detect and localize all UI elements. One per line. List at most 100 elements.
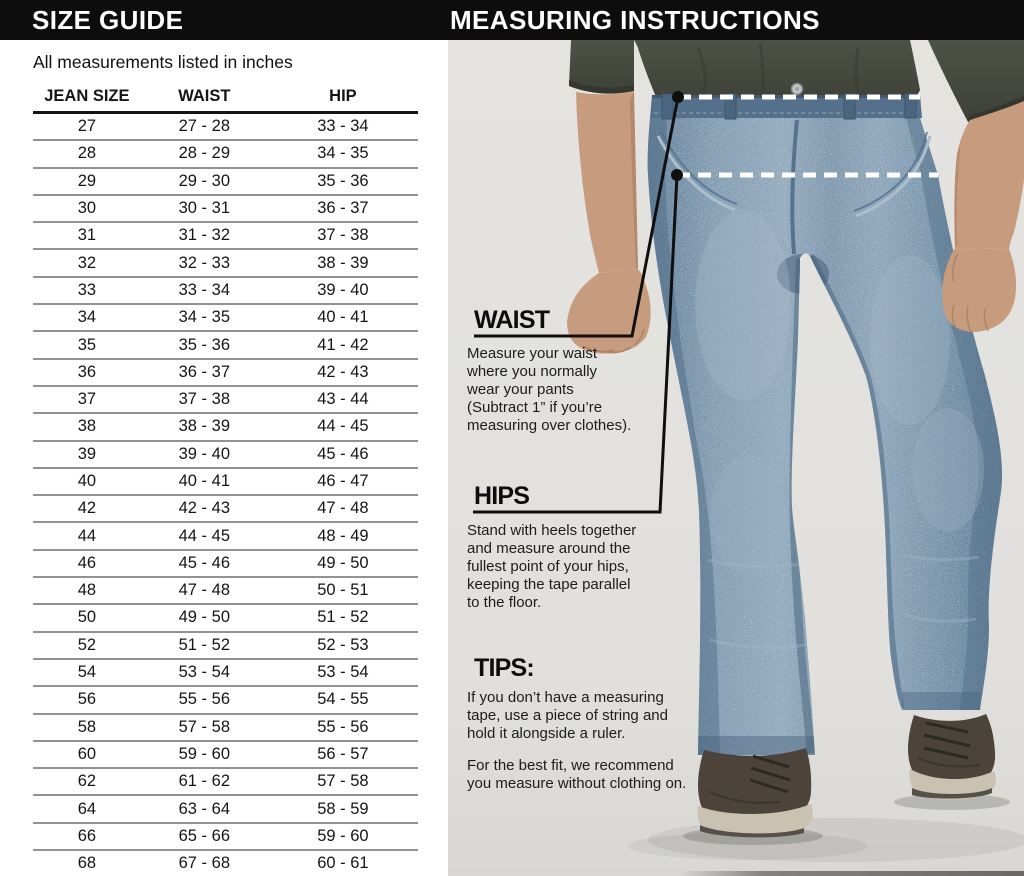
size-guide-title: SIZE GUIDE xyxy=(32,5,184,35)
table-row: 58 57 - 58 55 - 56 xyxy=(33,713,418,742)
table-cell: 27 - 28 xyxy=(140,112,268,142)
table-cell: 62 xyxy=(33,768,141,797)
table-cell: 57 - 58 xyxy=(267,768,418,797)
table-cell: 40 - 41 xyxy=(140,467,268,497)
table-cell: 40 - 41 xyxy=(267,304,418,333)
table-cell: 37 xyxy=(33,385,141,415)
table-cell: 47 - 48 xyxy=(140,577,268,606)
table-row: 64 63 - 64 58 - 59 xyxy=(33,795,418,824)
table-row: 54 53 - 54 53 - 54 xyxy=(33,658,418,688)
table-cell: 57 - 58 xyxy=(140,713,268,742)
size-chart-panel: All measurements listed in inches JEAN S… xyxy=(0,40,448,876)
table-cell: 31 xyxy=(33,222,141,251)
table-row: 29 29 - 30 35 - 36 xyxy=(33,167,418,196)
table-cell: 35 xyxy=(33,331,141,360)
table-row: 37 37 - 38 43 - 44 xyxy=(33,385,418,415)
table-row: 27 27 - 28 33 - 34 xyxy=(33,112,418,142)
table-cell: 47 - 48 xyxy=(267,495,418,524)
table-cell: 51 - 52 xyxy=(140,631,268,660)
table-cell: 55 - 56 xyxy=(140,686,268,715)
table-cell: 46 - 47 xyxy=(267,467,418,497)
table-cell: 39 - 40 xyxy=(140,440,268,469)
table-cell: 58 xyxy=(33,713,141,742)
size-table-body: 27 27 - 28 33 - 34 28 28 - 29 34 - 35 29 29 - 3… xyxy=(33,112,418,876)
table-cell: 56 xyxy=(33,686,141,715)
table-cell: 35 - 36 xyxy=(140,331,268,360)
table-row: 66 65 - 66 59 - 60 xyxy=(33,822,418,852)
table-cell: 68 xyxy=(77,854,97,873)
right-boot-shadow xyxy=(894,794,1010,810)
table-cell: 39 - 40 xyxy=(267,276,418,306)
table-row: 60 59 - 60 56 - 57 xyxy=(33,740,418,770)
table-cell: 33 - 34 xyxy=(140,276,268,306)
table-cell: 44 - 45 xyxy=(267,413,418,442)
measurements-note: All measurements listed in inches xyxy=(33,52,293,72)
table-row: 50 49 - 50 51 - 52 xyxy=(33,604,418,633)
table-cell: 51 - 52 xyxy=(267,604,418,633)
table-cell: 60 - 61 xyxy=(317,854,369,873)
size-table-header: JEAN SIZE WAIST HIP xyxy=(33,84,418,114)
hip-marker-dot xyxy=(671,169,683,181)
belt-loops xyxy=(661,93,917,120)
right-boot xyxy=(908,714,996,800)
table-cell: 44 xyxy=(33,522,141,551)
table-cell: 32 xyxy=(33,249,141,278)
table-cell: 63 - 64 xyxy=(140,795,268,824)
table-cell: 38 - 39 xyxy=(267,249,418,278)
table-cell: 60 xyxy=(33,740,141,770)
table-cell: 34 - 35 xyxy=(140,304,268,333)
table-cell: 54 - 55 xyxy=(267,686,418,715)
table-row: 52 51 - 52 52 - 53 xyxy=(33,631,418,660)
table-cell: 34 xyxy=(33,304,141,333)
right-pocket xyxy=(855,135,932,218)
table-row: 62 61 - 62 57 - 58 xyxy=(33,768,418,797)
table-cell: 38 - 39 xyxy=(140,413,268,442)
table-cell: 30 xyxy=(33,194,141,224)
tips-paragraph-1: If you don’t have a measuring tape, use … xyxy=(467,689,668,742)
floor-edge-strip xyxy=(678,871,1024,876)
table-cell: 29 - 30 xyxy=(140,167,268,196)
table-row: 40 40 - 41 46 - 47 xyxy=(33,467,418,497)
left-hand xyxy=(567,269,651,354)
table-row: 46 45 - 46 49 - 50 xyxy=(33,549,418,579)
table-row: 38 38 - 39 44 - 45 xyxy=(33,413,418,442)
table-cell: 31 - 32 xyxy=(140,222,268,251)
table-row: 35 35 - 36 41 - 42 xyxy=(33,331,418,360)
table-cell: 36 - 37 xyxy=(140,358,268,387)
hips-section-text: Stand with heels together and measure ar… xyxy=(467,522,637,611)
table-cell: 67 - 68 xyxy=(178,854,230,873)
table-cell: 42 - 43 xyxy=(140,495,268,524)
table-cell: 48 xyxy=(33,577,141,606)
table-cell: 43 - 44 xyxy=(267,385,418,415)
table-cell: 30 - 31 xyxy=(140,194,268,224)
measuring-instructions-title: MEASURING INSTRUCTIONS xyxy=(450,5,820,35)
table-cell: 40 xyxy=(33,467,141,497)
table-row: 39 39 - 40 45 - 46 xyxy=(33,440,418,469)
table-cell: 54 xyxy=(33,658,141,688)
hips-section-heading: HIPS xyxy=(474,482,530,510)
right-arm xyxy=(954,101,1024,249)
table-cell: 46 xyxy=(33,549,141,579)
table-cell: 36 xyxy=(33,358,141,387)
column-header-jean-size: JEAN SIZE xyxy=(33,84,141,114)
waist-callout-line xyxy=(474,96,680,338)
column-header-waist: WAIST xyxy=(140,84,268,114)
table-cell: 42 xyxy=(33,495,141,524)
table-cell: 39 xyxy=(33,440,141,469)
table-cell: 50 xyxy=(33,604,141,633)
table-row: 42 42 - 43 47 - 48 xyxy=(33,495,418,524)
table-cell: 37 - 38 xyxy=(267,222,418,251)
table-cell: 53 - 54 xyxy=(140,658,268,688)
table-cell: 64 xyxy=(33,795,141,824)
table-row: 36 36 - 37 42 - 43 xyxy=(33,358,418,387)
table-cell: 56 - 57 xyxy=(267,740,418,770)
table-cell: 41 - 42 xyxy=(267,331,418,360)
table-cell: 52 xyxy=(33,631,141,660)
waist-section-heading: WAIST xyxy=(474,306,550,334)
table-cell: 36 - 37 xyxy=(267,194,418,224)
table-cell: 38 xyxy=(33,413,141,442)
table-cell: 27 xyxy=(33,112,141,142)
table-row: 31 31 - 32 37 - 38 xyxy=(33,222,418,251)
table-cell: 44 - 45 xyxy=(140,522,268,551)
